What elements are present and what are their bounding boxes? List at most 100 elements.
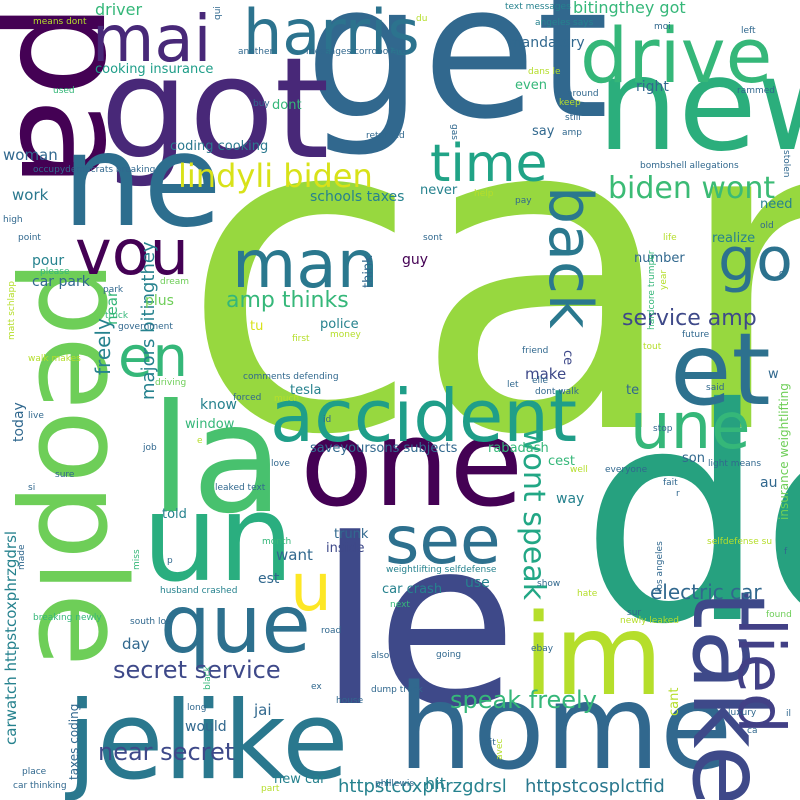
- word-httpstcosplctfid: httpstcosplctfid: [525, 776, 665, 797]
- word-still: still: [565, 113, 581, 123]
- word-well: well: [570, 465, 588, 475]
- word-use: use: [465, 575, 490, 591]
- word-de: de: [580, 345, 800, 689]
- word-que: que: [160, 578, 311, 671]
- word-forced: forced: [233, 393, 262, 403]
- word-luxury: luxury: [728, 708, 757, 718]
- word-ce: ce: [560, 350, 575, 366]
- word-los-angeles: los angeles: [655, 541, 665, 592]
- word-left: left: [741, 26, 756, 36]
- word-inside: inside: [326, 541, 365, 556]
- word-live: live: [28, 411, 44, 421]
- word-never: never: [420, 183, 458, 198]
- word-point: point: [18, 233, 41, 243]
- word-te: te: [626, 383, 640, 398]
- word-c: c: [779, 269, 784, 279]
- word-window: window: [185, 417, 235, 432]
- word-plus: plus: [145, 293, 174, 309]
- word-car-crash: car crash: [382, 582, 443, 597]
- word-et: et: [670, 311, 771, 428]
- word-httpstcoxphrzgdrsl: httpstcoxphrzgdrsl: [338, 776, 507, 797]
- word-pay: pay: [515, 196, 532, 206]
- word-il: il: [786, 709, 792, 719]
- word-job: job: [143, 443, 157, 453]
- word-si: si: [28, 483, 36, 493]
- word-back: back: [535, 186, 605, 329]
- word-used: used: [53, 86, 75, 96]
- word-today: today: [11, 402, 27, 442]
- word-right: right: [636, 79, 669, 95]
- word-driver: driver: [95, 0, 143, 19]
- word-new-car: new car: [274, 772, 326, 787]
- word-coding-cooking: coding cooking: [170, 139, 269, 154]
- word-hate: hate: [577, 589, 598, 599]
- word-even: even: [515, 78, 547, 93]
- word-son: son: [682, 451, 705, 466]
- word-police: police: [320, 317, 359, 332]
- word-new: new: [597, 31, 800, 180]
- word-schools-taxes: schools taxes: [310, 189, 405, 205]
- word-vou: vou: [75, 216, 189, 289]
- word-money: money: [330, 330, 361, 340]
- word-amp: amp: [562, 128, 582, 138]
- word-hit: hit: [425, 774, 446, 793]
- word-dont-walk: dont walk: [535, 387, 579, 397]
- word-bombshell: bombshell allegations: [640, 161, 739, 171]
- word-cant: cant: [667, 687, 682, 716]
- word-selfdefense-su: selfdefense su: [707, 537, 773, 547]
- word-truck: truck: [105, 311, 129, 321]
- word-work: work: [12, 186, 49, 204]
- word-occupydemocrats: occupydemocrats breaking: [33, 165, 156, 175]
- word-car: car: [180, 19, 800, 531]
- word-accident: accident: [270, 374, 578, 458]
- word-high: high: [3, 215, 23, 225]
- word-r: r: [676, 489, 680, 499]
- word-fait: fait: [663, 478, 678, 488]
- word-show: show: [537, 579, 561, 589]
- word-sure: sure: [55, 470, 75, 480]
- word-returned: returned: [366, 131, 405, 141]
- word-harris: harris: [243, 0, 420, 69]
- word-dream: dream: [160, 277, 190, 287]
- word-friend: friend: [522, 346, 549, 356]
- word-say: say: [532, 124, 555, 139]
- word-au: au: [760, 475, 778, 491]
- word-man: man: [232, 226, 379, 303]
- word-means-dont: means dont: [33, 17, 87, 27]
- word-ca: ca: [747, 726, 758, 736]
- word-amp-thinks: amp thinks: [226, 288, 349, 313]
- word-future: future: [682, 330, 710, 340]
- word-tesla: tesla: [290, 383, 322, 398]
- word-miss: miss: [132, 549, 142, 570]
- word-woman: woman: [3, 146, 58, 164]
- word-moi: moi: [654, 22, 671, 32]
- word-stop: stop: [653, 424, 673, 434]
- word-p: p: [167, 556, 173, 566]
- word-taxes-coding: taxes coding: [67, 703, 81, 780]
- word-walk-makes: walk makes: [28, 354, 81, 364]
- word-made: made: [17, 544, 27, 570]
- word-would: would: [185, 719, 227, 735]
- word-weightlifting-selfdefense: weightlifting selfdefense: [386, 565, 497, 575]
- word-drive: drive: [580, 11, 773, 100]
- word-matt-schlapp: matt schlapp: [7, 281, 17, 340]
- word-found: found: [766, 610, 792, 620]
- word-mandatory: mandatory: [508, 35, 585, 51]
- word-first: first: [292, 334, 310, 344]
- word-one: one: [300, 395, 524, 534]
- word-around: around: [567, 89, 599, 99]
- word-keep: keep: [559, 98, 581, 108]
- word-lindyli-biden: lindyli biden: [178, 157, 373, 195]
- word-un: un: [142, 470, 295, 609]
- word-think: think: [361, 255, 376, 288]
- word-car-park: car park: [32, 274, 90, 290]
- word-trunk: trunk: [334, 527, 369, 542]
- word-got: got: [100, 28, 330, 191]
- word-love: love: [271, 459, 290, 469]
- word-buy: buy: [253, 99, 270, 109]
- word-year: year: [659, 269, 669, 290]
- word-majors-bitingthey: majors bitingthey: [138, 241, 159, 400]
- word-im: im: [523, 591, 664, 721]
- word-please: please: [40, 267, 70, 277]
- word-insurance-weightlifting: insurance weightlifting: [777, 383, 791, 520]
